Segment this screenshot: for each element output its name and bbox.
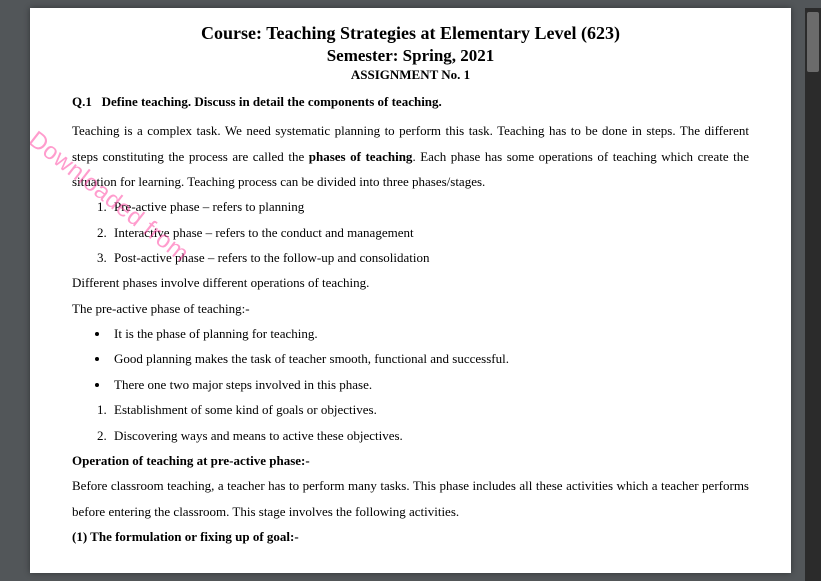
operation-paragraph: Before classroom teaching, a teacher has… — [72, 473, 749, 524]
intro-paragraph: Teaching is a complex task. We need syst… — [72, 118, 749, 194]
list-item: Discovering ways and means to active the… — [110, 423, 749, 448]
document-page: Downloaded from Course: Teaching Strateg… — [30, 8, 791, 573]
assignment-line: ASSIGNMENT No. 1 — [72, 67, 749, 84]
semester-line: Semester: Spring, 2021 — [72, 45, 749, 67]
preactive-bullets: It is the phase of planning for teaching… — [72, 321, 749, 397]
question-text: Define teaching. Discuss in detail the c… — [102, 94, 442, 109]
subheading-1: (1) The formulation or fixing up of goal… — [72, 524, 749, 549]
after-phases-line-2: The pre-active phase of teaching:- — [72, 296, 749, 321]
list-item: It is the phase of planning for teaching… — [110, 321, 749, 346]
after-phases-line-1: Different phases involve different opera… — [72, 270, 749, 295]
list-item: Good planning makes the task of teacher … — [110, 346, 749, 371]
preactive-steps: Establishment of some kind of goals or o… — [72, 397, 749, 448]
list-item: Pre-active phase – refers to planning — [110, 194, 749, 219]
list-item: Establishment of some kind of goals or o… — [110, 397, 749, 422]
list-item: Post-active phase – refers to the follow… — [110, 245, 749, 270]
phases-list: Pre-active phase – refers to planning In… — [72, 194, 749, 270]
list-item: There one two major steps involved in th… — [110, 372, 749, 397]
scrollbar-track[interactable] — [805, 8, 821, 581]
question-number: Q.1 — [72, 94, 92, 109]
list-item: Interactive phase – refers to the conduc… — [110, 220, 749, 245]
scrollbar-thumb[interactable] — [807, 12, 819, 72]
course-title: Course: Teaching Strategies at Elementar… — [72, 22, 749, 45]
phases-of-teaching-bold: phases of teaching — [309, 149, 413, 164]
question-line: Q.1 Define teaching. Discuss in detail t… — [72, 94, 749, 110]
operation-heading: Operation of teaching at pre-active phas… — [72, 448, 749, 473]
